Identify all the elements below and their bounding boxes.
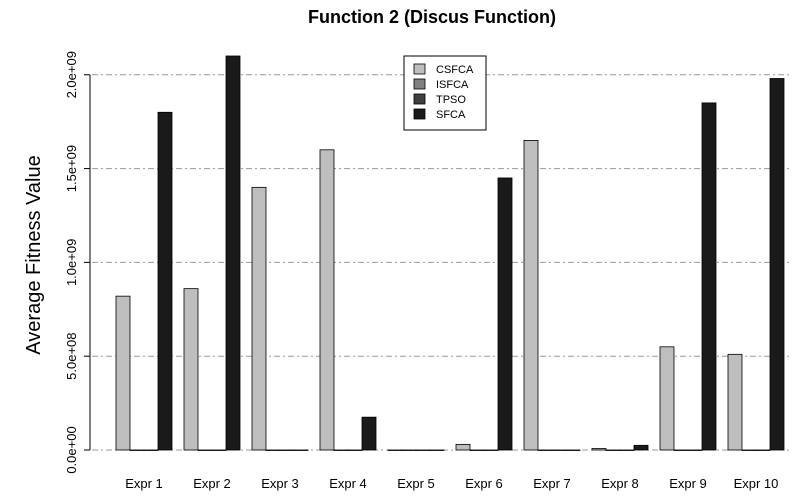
bar-isfca-expr-10 xyxy=(741,449,757,451)
bar-isfca-expr-1 xyxy=(129,449,145,451)
bar-csfca-expr-4 xyxy=(319,149,335,451)
bar-tpso-expr-4 xyxy=(347,449,363,451)
legend-entry: CSFCA xyxy=(436,64,474,76)
y-tick-label: 2.0e+09 xyxy=(64,51,79,98)
bar-isfca-expr-8 xyxy=(605,449,621,451)
bar-csfca-expr-9 xyxy=(659,346,675,451)
y-tick-label: 1.5e+09 xyxy=(64,145,79,192)
bar-sfca-expr-7 xyxy=(565,449,581,451)
x-axis-tick-labels: Expr 1 Expr 2 Expr 3 Expr 4 Expr 5 Expr 6 Expr… xyxy=(125,476,778,491)
x-tick-label: Expr 9 xyxy=(669,476,707,491)
legend-swatch xyxy=(413,93,426,105)
bar-isfca-expr-2 xyxy=(197,449,213,451)
bar-sfca-expr-4 xyxy=(361,416,377,451)
legend-swatch xyxy=(413,78,426,90)
bar-tpso-expr-5 xyxy=(415,449,431,451)
legend-swatch xyxy=(413,108,426,120)
y-axis: 0.0e+00 5.0e+08 1.0e+09 1.5e+09 2.0e+09 xyxy=(64,51,91,474)
y-axis-label: Average Fitness Value xyxy=(23,155,45,354)
x-tick-label: Expr 2 xyxy=(193,476,231,491)
bar-sfca-expr-6 xyxy=(497,177,513,451)
bar-csfca-expr-3 xyxy=(251,186,267,451)
bars xyxy=(115,55,785,451)
bar-tpso-expr-9 xyxy=(687,449,703,451)
y-tick-label: 1.0e+09 xyxy=(64,239,79,286)
y-tick-label: 5.0e+08 xyxy=(64,333,79,380)
bar-isfca-expr-9 xyxy=(673,449,689,451)
x-tick-label: Expr 5 xyxy=(397,476,435,491)
bar-csfca-expr-1 xyxy=(115,295,131,451)
bar-sfca-expr-2 xyxy=(225,55,241,451)
bar-sfca-expr-8 xyxy=(633,444,649,451)
bar-isfca-expr-3 xyxy=(265,449,281,451)
bar-csfca-expr-6 xyxy=(455,443,471,451)
bar-tpso-expr-8 xyxy=(619,449,635,451)
bar-sfca-expr-5 xyxy=(429,449,445,451)
bar-sfca-expr-1 xyxy=(157,111,173,451)
legend: CSFCA ISFCA TPSO SFCA xyxy=(403,55,487,131)
bar-isfca-expr-6 xyxy=(469,449,485,451)
bar-tpso-expr-6 xyxy=(483,449,499,451)
bar-isfca-expr-5 xyxy=(401,449,417,451)
x-tick-label: Expr 10 xyxy=(734,476,779,491)
x-tick-label: Expr 8 xyxy=(601,476,639,491)
legend-entry: SFCA xyxy=(436,109,466,121)
bar-csfca-expr-7 xyxy=(523,140,539,451)
bar-sfca-expr-3 xyxy=(293,449,309,451)
x-tick-label: Expr 4 xyxy=(329,476,367,491)
bar-tpso-expr-3 xyxy=(279,449,295,451)
bar-csfca-expr-2 xyxy=(183,288,199,451)
bar-csfca-expr-8 xyxy=(591,448,607,451)
x-tick-label: Expr 6 xyxy=(465,476,503,491)
x-tick-label: Expr 1 xyxy=(125,476,163,491)
bar-csfca-expr-5 xyxy=(387,449,403,451)
bar-tpso-expr-10 xyxy=(755,449,771,451)
bar-sfca-expr-10 xyxy=(769,78,785,451)
legend-entry: TPSO xyxy=(436,94,466,106)
bar-sfca-expr-9 xyxy=(701,102,717,451)
chart-title: Function 2 (Discus Function) xyxy=(308,7,556,27)
bar-tpso-expr-7 xyxy=(551,449,567,451)
bar-csfca-expr-10 xyxy=(727,353,743,451)
bar-isfca-expr-4 xyxy=(333,449,349,451)
legend-swatch xyxy=(413,63,426,75)
bar-tpso-expr-2 xyxy=(211,449,227,451)
legend-entry: ISFCA xyxy=(436,79,469,91)
bar-tpso-expr-1 xyxy=(143,449,159,451)
x-tick-label: Expr 3 xyxy=(261,476,299,491)
y-tick-label: 0.0e+00 xyxy=(64,426,79,473)
bar-isfca-expr-7 xyxy=(537,449,553,451)
x-tick-label: Expr 7 xyxy=(533,476,571,491)
